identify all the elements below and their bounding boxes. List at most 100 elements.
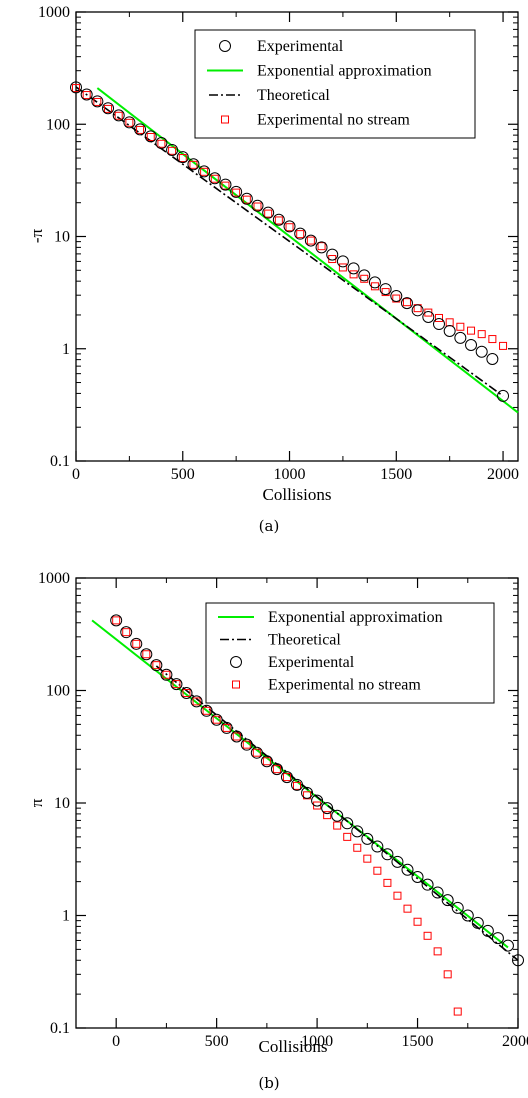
- no-stream-point: [202, 706, 211, 715]
- experimental-point: [280, 771, 293, 784]
- theoretical-line: [155, 665, 519, 961]
- experimental-point: [230, 185, 243, 198]
- experimental-point: [260, 755, 273, 768]
- y-tick-label: 10: [54, 795, 70, 812]
- experimental-point: [150, 659, 163, 672]
- no-stream-point: [125, 118, 134, 127]
- experimental-point: [381, 848, 394, 861]
- no-stream-point: [392, 294, 401, 303]
- panel-label-a: (a): [259, 517, 280, 535]
- experimental-point: [326, 248, 339, 261]
- no-stream-point: [192, 697, 201, 706]
- no-stream-point: [306, 236, 315, 245]
- experimental-point: [443, 324, 456, 337]
- no-stream-point: [221, 181, 230, 190]
- y-tick-label: 100: [46, 116, 70, 133]
- no-stream-point: [360, 274, 369, 283]
- x-tick-label: 500: [205, 1033, 229, 1050]
- no-stream-point: [122, 628, 131, 637]
- legend-label-approx: Exponential approximation: [268, 609, 443, 626]
- no-stream-point: [423, 931, 432, 940]
- experimental-point: [486, 353, 499, 366]
- no-stream-point: [453, 1007, 462, 1016]
- no-stream-point: [232, 732, 241, 741]
- experimental-point: [155, 137, 168, 150]
- no-stream-point: [142, 650, 151, 659]
- y-tick-label: 1: [62, 908, 70, 925]
- no-stream-point: [132, 639, 141, 648]
- experimental-point: [200, 704, 213, 717]
- y-tick-label: 0.1: [50, 1020, 70, 1037]
- no-stream-point: [282, 773, 291, 782]
- no-stream-point: [222, 723, 231, 732]
- experimental-point: [401, 863, 414, 876]
- experimental-point: [160, 668, 173, 681]
- no-stream-point: [162, 670, 171, 679]
- experimental-point: [198, 165, 211, 178]
- experimental-point: [331, 809, 344, 822]
- legend-no-stream-marker: [232, 680, 240, 689]
- experimental-point: [358, 269, 371, 282]
- no-stream-point: [285, 223, 294, 232]
- no-stream-point: [210, 174, 219, 183]
- no-stream-point: [104, 104, 113, 113]
- legend-no-stream-marker: [221, 115, 229, 124]
- experimental-point: [176, 151, 189, 164]
- experimental-point: [421, 878, 434, 891]
- panel-label-b: (b): [258, 1074, 279, 1092]
- experimental-point: [451, 901, 464, 914]
- legend-label-theory: Theoretical: [268, 632, 341, 649]
- experimental-point: [315, 241, 328, 254]
- panel-b: 0.1 1 10 100 1000 0 500 1000 1500 2000 Exponenti…: [27, 570, 528, 1092]
- x-tick-label: 1500: [402, 1033, 434, 1050]
- experimental-point: [70, 81, 82, 94]
- x-ticks-a: 0 500 1000 1500 2000: [72, 12, 519, 483]
- experimental-point: [187, 158, 200, 171]
- experimental-point: [379, 283, 392, 296]
- no-stream-point: [264, 209, 273, 218]
- no-stream-point: [200, 167, 209, 176]
- no-stream-point: [178, 154, 187, 163]
- no-stream-point: [212, 715, 221, 724]
- legend-label-exp: Experimental: [268, 654, 355, 671]
- no-stream-point: [152, 661, 161, 670]
- no-stream-point: [168, 146, 177, 155]
- experimental-point: [368, 276, 381, 289]
- x-tick-label: 2000: [502, 1033, 528, 1050]
- x-tick-label: 0: [72, 466, 80, 483]
- y-axis-title-a: -π: [27, 228, 46, 243]
- no-stream-point: [323, 811, 332, 820]
- no-stream-point: [343, 832, 352, 841]
- no-stream-point: [467, 326, 476, 335]
- no-stream-point: [373, 866, 382, 875]
- legend-a: Experimental Exponential approximation The…: [207, 38, 432, 129]
- no-stream-point: [363, 854, 372, 863]
- experimental-point: [219, 178, 232, 191]
- no-stream-point: [333, 821, 342, 830]
- experimental-point: [240, 192, 253, 205]
- experimental-point: [400, 297, 413, 310]
- experimental-point: [501, 939, 514, 952]
- no-stream-point: [189, 160, 198, 169]
- experimental-point: [475, 345, 488, 358]
- legend-experimental-marker: [230, 656, 242, 668]
- experimental-point: [431, 886, 444, 899]
- experimental-point: [471, 916, 484, 929]
- no-stream-point: [112, 616, 121, 625]
- x-tick-label: 1000: [274, 466, 306, 483]
- experimental-point: [301, 786, 314, 799]
- no-stream-point: [172, 680, 181, 689]
- x-tick-label: 500: [171, 466, 195, 483]
- no-stream-point: [93, 97, 102, 106]
- no-stream-point: [443, 970, 452, 979]
- experimental-point: [411, 870, 424, 883]
- no-stream-point: [262, 757, 271, 766]
- no-stream-point: [136, 125, 145, 134]
- experimental-point: [441, 894, 454, 907]
- no-stream-point: [82, 91, 91, 100]
- y-tick-label: 1: [62, 341, 70, 358]
- no-stream-point: [317, 242, 326, 251]
- y-ticks-a: 0.1 1 10 100 1000: [38, 4, 518, 470]
- experimental-point: [294, 227, 307, 240]
- experimental-point: [432, 318, 445, 331]
